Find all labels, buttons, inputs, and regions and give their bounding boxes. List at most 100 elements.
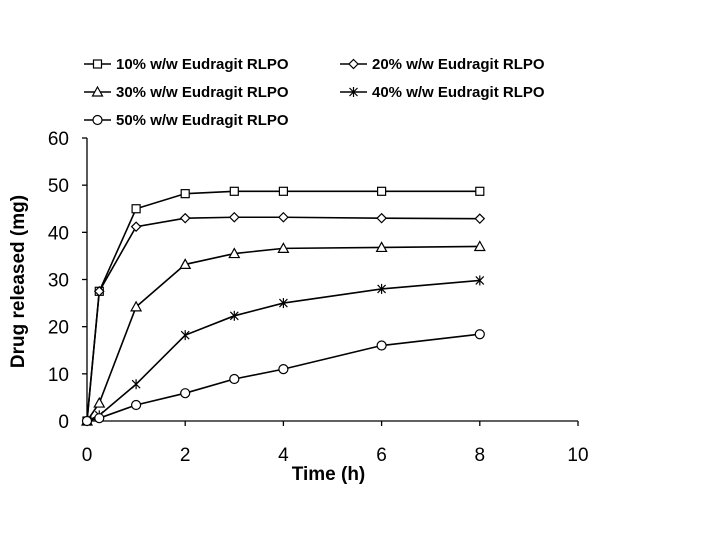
data-point: [93, 396, 106, 408]
data-point: [376, 340, 387, 351]
legend-label: 50% w/w Eudragit RLPO: [116, 112, 289, 129]
data-point: [377, 186, 387, 196]
legend-item: 20% w/w Eudragit RLPO: [340, 56, 545, 73]
legend-marker: [92, 114, 103, 126]
legend-label: 20% w/w Eudragit RLPO: [372, 56, 545, 73]
data-point: [278, 211, 289, 223]
y-tick-label: 0: [58, 412, 69, 433]
data-point: [376, 212, 387, 224]
data-point: [131, 399, 142, 411]
legend-item: 10% w/w Eudragit RLPO: [84, 56, 289, 73]
y-tick-label: 60: [48, 129, 69, 150]
series-line: [86, 190, 480, 422]
data-point: [277, 242, 290, 253]
legend-item: 40% w/w Eudragit RLPO: [340, 84, 545, 101]
y-tick-label: 20: [48, 318, 69, 339]
legend-item: 30% w/w Eudragit RLPO: [84, 84, 289, 101]
data-point: [278, 364, 289, 375]
y-tick-label: 10: [48, 365, 69, 386]
data-point: [474, 213, 486, 225]
series-5: [81, 329, 485, 427]
data-point: [473, 240, 486, 252]
data-point: [473, 240, 486, 252]
series-line: [86, 279, 480, 422]
data-point: [179, 212, 191, 224]
series-line: [86, 333, 480, 422]
data-point: [228, 211, 240, 223]
data-point: [131, 204, 141, 214]
legend-label: 30% w/w Eudragit RLPO: [116, 84, 289, 101]
data-point: [475, 275, 485, 286]
y-axis-title: Drug released (mg): [8, 195, 29, 368]
data-point: [229, 373, 240, 385]
data-point: [131, 379, 141, 390]
data-point: [228, 247, 241, 259]
data-point: [474, 329, 485, 340]
legend-marker: [92, 59, 103, 69]
series-3: [80, 240, 486, 426]
data-point: [93, 285, 105, 297]
data-point: [81, 415, 93, 427]
legend-marker: [348, 58, 359, 70]
series-line: [86, 245, 480, 422]
data-point: [93, 396, 106, 408]
data-point: [475, 186, 485, 196]
data-point: [278, 298, 288, 309]
data-point: [474, 213, 486, 225]
data-point: [375, 241, 388, 253]
y-tick-label: 30: [48, 271, 69, 292]
data-point: [130, 300, 143, 312]
x-axis-title: Time (h): [292, 464, 366, 485]
data-point: [229, 373, 240, 385]
data-point: [179, 212, 191, 224]
y-tick-label: 40: [48, 223, 69, 244]
legend-marker: [349, 87, 358, 97]
legend-marker: [348, 58, 359, 70]
data-point: [229, 310, 239, 321]
axes: [86, 138, 578, 422]
data-point: [229, 186, 239, 196]
data-point: [228, 211, 240, 223]
data-point: [180, 330, 190, 341]
legend-marker: [91, 85, 104, 97]
data-point: [376, 212, 387, 224]
plot-area: [80, 186, 486, 427]
y-tick-label: 50: [48, 176, 69, 197]
data-point: [130, 300, 143, 312]
data-point: [475, 186, 485, 196]
legend-item: 50% w/w Eudragit RLPO: [84, 112, 289, 129]
x-tick-label: 2: [180, 445, 191, 466]
data-point: [131, 399, 142, 411]
data-point: [474, 329, 485, 340]
series-2: [81, 211, 486, 427]
data-point: [377, 283, 387, 294]
data-point: [377, 186, 387, 196]
x-tick-label: 6: [376, 445, 387, 466]
data-point: [130, 221, 142, 233]
legend-marker: [91, 85, 104, 97]
data-point: [180, 388, 191, 399]
series-line: [86, 216, 480, 422]
data-point: [278, 186, 288, 196]
data-point: [81, 415, 93, 427]
data-point: [278, 186, 288, 196]
x-tick-label: 4: [278, 445, 289, 466]
data-point: [375, 241, 388, 253]
data-point: [131, 204, 141, 214]
data-point: [179, 258, 192, 270]
x-tick-label: 0: [82, 445, 93, 466]
legend-marker: [92, 59, 103, 69]
data-point: [229, 186, 239, 196]
data-point: [180, 388, 191, 399]
data-point: [180, 189, 190, 199]
data-point: [94, 413, 105, 424]
legend-label: 40% w/w Eudragit RLPO: [372, 84, 545, 101]
data-point: [179, 258, 192, 270]
data-point: [94, 413, 105, 424]
legend-label: 10% w/w Eudragit RLPO: [116, 56, 289, 73]
data-point: [93, 285, 105, 297]
data-point: [180, 189, 190, 199]
data-point: [278, 364, 289, 375]
data-point: [277, 242, 290, 253]
